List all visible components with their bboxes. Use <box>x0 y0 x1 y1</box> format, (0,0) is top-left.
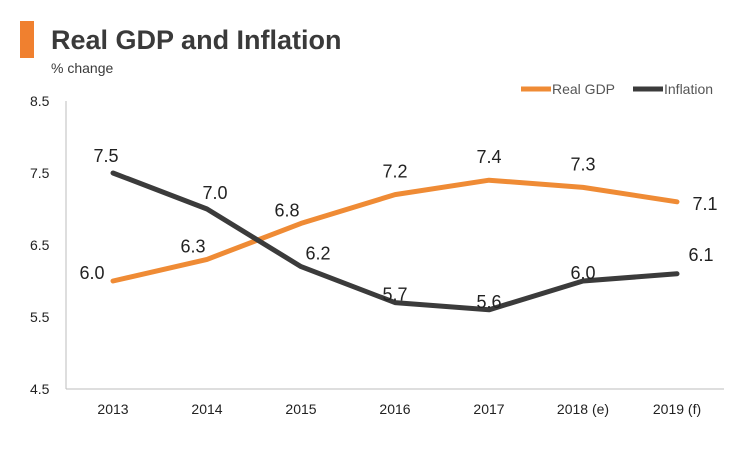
x-tick-label: 2013 <box>97 401 128 417</box>
real-gdp-data-label: 6.0 <box>79 263 104 283</box>
y-tick-label: 5.5 <box>30 309 50 325</box>
inflation-data-label: 6.2 <box>305 244 330 264</box>
legend-label-real-gdp: Real GDP <box>552 81 615 97</box>
y-tick-label: 4.5 <box>30 381 50 397</box>
inflation-data-label: 5.6 <box>476 292 501 312</box>
x-tick-label: 2017 <box>473 401 504 417</box>
chart-subtitle: % change <box>51 60 114 76</box>
real-gdp-data-label: 7.1 <box>692 194 717 214</box>
real-gdp-data-label: 6.8 <box>274 200 299 220</box>
inflation-data-label: 6.1 <box>688 245 713 265</box>
real-gdp-data-label: 7.4 <box>476 147 501 167</box>
inflation-data-label: 5.7 <box>382 285 407 305</box>
y-tick-label: 7.5 <box>30 165 50 181</box>
x-tick-label: 2015 <box>285 401 316 417</box>
inflation-data-label: 7.0 <box>202 183 227 203</box>
chart-title: Real GDP and Inflation <box>51 25 342 55</box>
y-tick-label: 6.5 <box>30 237 50 253</box>
x-tick-label: 2014 <box>191 401 222 417</box>
inflation-data-label: 7.5 <box>93 146 118 166</box>
x-tick-label: 2016 <box>379 401 410 417</box>
inflation-line <box>110 170 680 313</box>
x-tick-label: 2019 (f) <box>653 401 701 417</box>
title-accent-bar <box>20 21 34 58</box>
legend-label-inflation: Inflation <box>664 81 713 97</box>
real-gdp-data-label: 6.3 <box>180 236 205 256</box>
inflation-data-label: 6.0 <box>570 263 595 283</box>
real-gdp-data-label: 7.3 <box>570 154 595 174</box>
y-tick-label: 8.5 <box>30 93 50 109</box>
real-gdp-line <box>110 177 680 284</box>
real-gdp-data-label: 7.2 <box>382 162 407 182</box>
x-tick-label: 2018 (e) <box>557 401 609 417</box>
